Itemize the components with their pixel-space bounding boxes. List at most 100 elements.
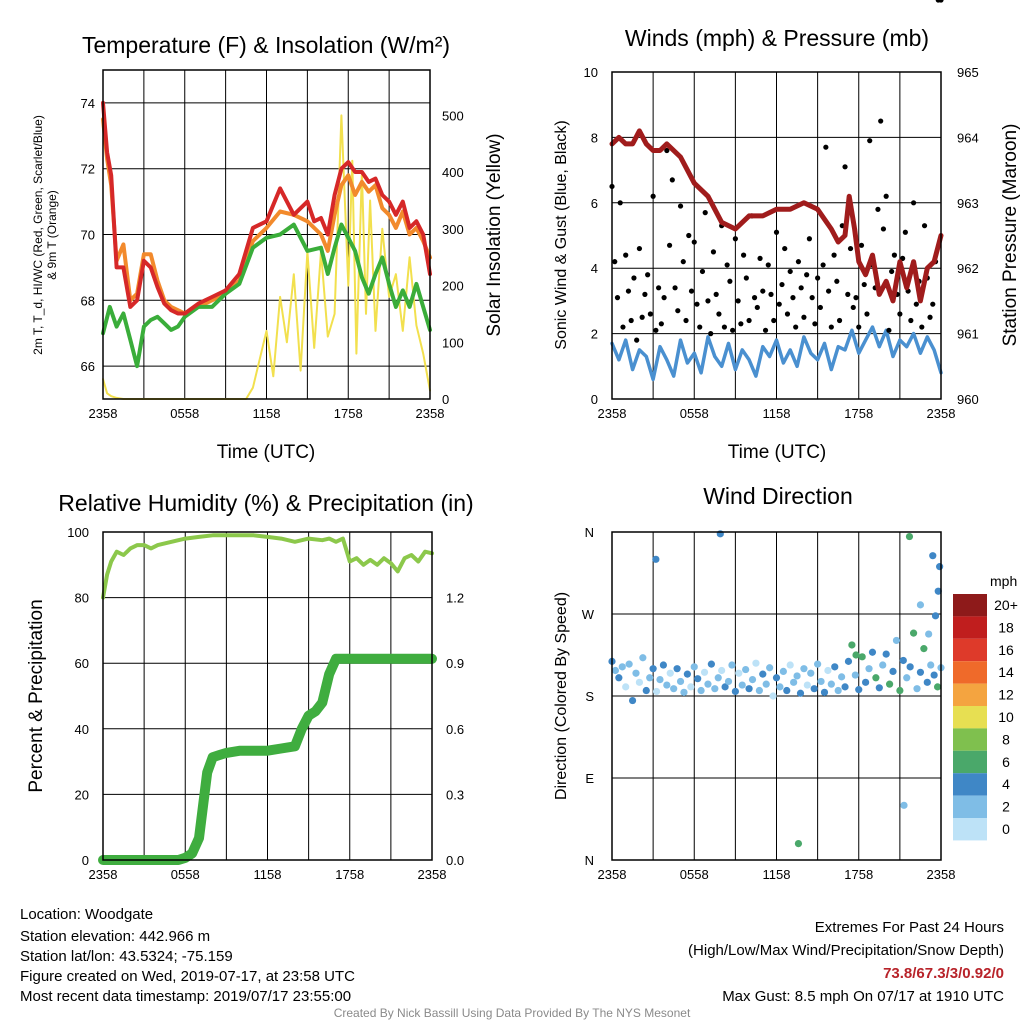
- gust-point: [875, 206, 881, 212]
- gust-point: [919, 324, 925, 330]
- gust-point: [614, 295, 621, 301]
- direction-point: [718, 666, 726, 675]
- y2-tick-label: 300: [442, 222, 464, 237]
- colorbar-label: 6: [1002, 754, 1010, 770]
- y2-tick-label: 964: [957, 130, 979, 145]
- colorbar-label: 20+: [994, 597, 1018, 613]
- gust-point: [688, 288, 695, 294]
- gust-point: [853, 295, 859, 301]
- plot-frame: [611, 531, 942, 861]
- gust-point: [768, 291, 774, 297]
- gust-point: [867, 138, 873, 144]
- gust-point: [702, 210, 708, 216]
- direction-point: [834, 686, 842, 695]
- y2-tick-label: 961: [957, 327, 979, 342]
- gust-point: [631, 275, 637, 281]
- gust-point: [757, 255, 763, 261]
- wind-speed-line: [610, 325, 943, 382]
- gust-point: [642, 291, 648, 297]
- gust-point: [683, 317, 689, 324]
- x-tick-label: 1158: [763, 867, 791, 882]
- colorbar-label: 8: [1002, 731, 1010, 747]
- extremes-title: Extremes For Past 24 Hours: [814, 919, 1004, 936]
- latlon-text: Station lat/lon: 43.5324; -75.159: [20, 948, 233, 965]
- gust-point: [776, 301, 782, 307]
- x-tick-label: 2358: [89, 867, 118, 882]
- gust-point: [820, 262, 826, 268]
- colorbar-swatch: [953, 616, 987, 639]
- direction-point: [724, 677, 733, 686]
- gust-point: [784, 311, 791, 317]
- created-text: Figure created on Wed, 2019-07-17, at 23…: [20, 968, 355, 985]
- gust-point: [787, 268, 793, 275]
- colorbar-title: mph: [990, 573, 1017, 589]
- y-tick-label: W: [582, 607, 595, 622]
- x-tick-label: 2358: [927, 867, 956, 882]
- direction-point: [929, 552, 937, 560]
- y-tick-label: 0: [591, 392, 598, 407]
- gust-point: [708, 331, 714, 337]
- direction-point: [936, 563, 944, 571]
- y-tick-label: 2: [591, 327, 598, 342]
- gust-point: [669, 177, 675, 183]
- direction-point: [925, 630, 933, 638]
- direction-point: [790, 678, 798, 686]
- gust-point: [738, 321, 744, 327]
- gust-point: [628, 317, 634, 324]
- gust-point: [886, 327, 892, 333]
- gust-point: [636, 245, 643, 252]
- y-tick-label: 74: [81, 96, 95, 111]
- gust-point: [680, 259, 686, 265]
- direction-point: [680, 688, 688, 696]
- gust-point: [732, 236, 738, 242]
- colorbar-swatch: [953, 661, 987, 684]
- direction-point: [923, 678, 931, 686]
- x-tick-label: 1758: [844, 867, 873, 882]
- y2-tick-label: 0.0: [446, 853, 464, 868]
- recent-data-text: Most recent data timestamp: 2019/07/17 2…: [20, 988, 352, 1005]
- max-gust-text: Max Gust: 8.5 mph On 07/17 at 1910 UTC: [722, 988, 1004, 1005]
- gust-point: [773, 229, 780, 235]
- x-tick-label: 0558: [680, 867, 709, 882]
- direction-point: [841, 683, 849, 691]
- y-tick-label: N: [585, 853, 594, 868]
- gust-point: [798, 285, 804, 291]
- direction-point: [803, 681, 811, 689]
- gust-point: [845, 291, 851, 297]
- direction-point: [885, 680, 894, 688]
- direction-point: [683, 670, 691, 678]
- direction-point: [865, 665, 873, 673]
- direction-point: [913, 685, 921, 693]
- direction-point: [646, 674, 654, 682]
- colorbar-label: 4: [1002, 776, 1010, 792]
- gust-point: [751, 295, 758, 301]
- x-tick-label: 2358: [927, 406, 956, 421]
- x-tick-label: 1758: [335, 867, 364, 882]
- direction-point: [783, 686, 791, 695]
- gust-point: [801, 314, 807, 320]
- gust-point: [623, 252, 629, 258]
- gust-point: [812, 321, 818, 327]
- gust-point: [809, 295, 815, 301]
- gust-point: [713, 291, 719, 297]
- gust-point: [806, 236, 813, 242]
- gust-point: [661, 295, 667, 301]
- direction-point: [711, 685, 719, 693]
- gust-point: [721, 324, 728, 330]
- gust-point: [716, 311, 722, 317]
- gust-point: [930, 301, 936, 307]
- elevation-text: Station elevation: 442.966 m: [20, 928, 211, 945]
- direction-point: [807, 669, 815, 677]
- direction-point: [673, 665, 681, 673]
- direction-point: [659, 661, 668, 669]
- direction-point: [772, 674, 781, 682]
- x-tick-label: 0558: [680, 406, 709, 421]
- y2-tick-label: 962: [957, 261, 979, 276]
- y2-tick-label: 500: [442, 108, 464, 123]
- y2-tick-label: 0.9: [446, 656, 464, 671]
- direction-point: [872, 674, 880, 682]
- gust-point: [913, 301, 919, 307]
- y-tick-label: 40: [75, 722, 89, 737]
- direction-point: [745, 685, 753, 693]
- gust-point: [677, 203, 684, 209]
